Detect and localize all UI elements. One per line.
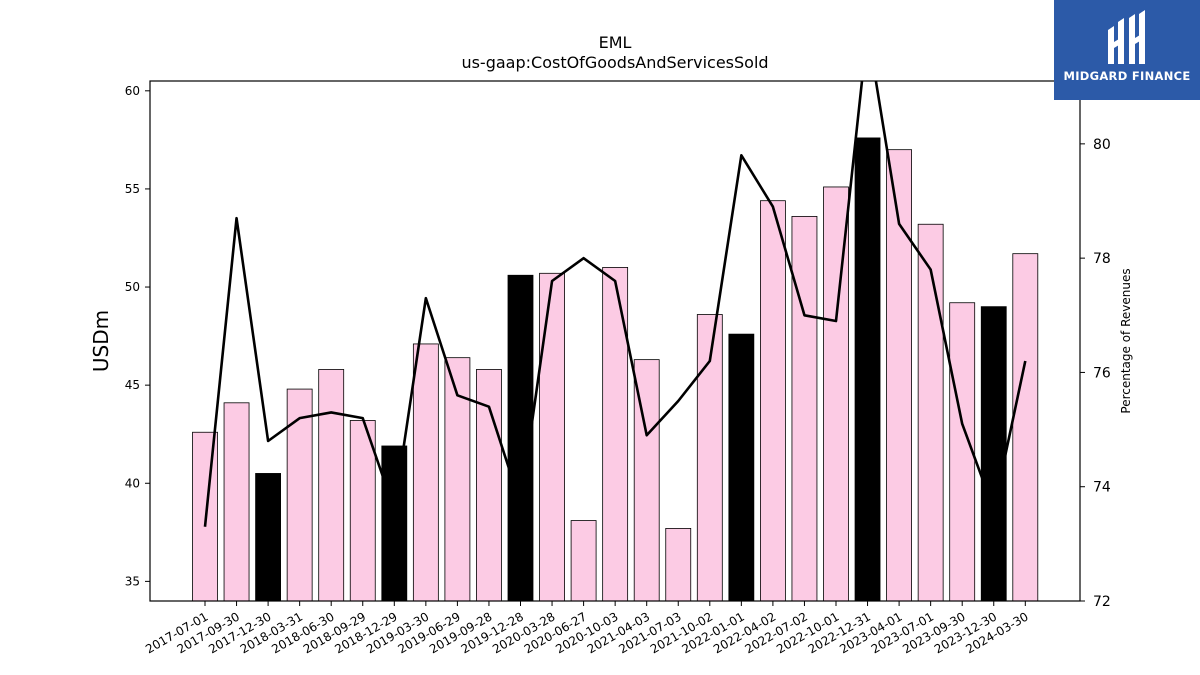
bar-2018-06-30 [318, 369, 345, 601]
y-tick-label: 40 [125, 476, 140, 490]
bar-2024-03-30 [1012, 253, 1039, 601]
bar-2022-07-02 [791, 215, 818, 601]
line-series [203, 81, 1027, 527]
y2-tick-label: 78 [1093, 251, 1111, 267]
brand-name: MIDGARD FINANCE [1063, 69, 1191, 83]
y2-tick-label: 74 [1093, 480, 1111, 496]
logo-mark-icon [1108, 10, 1145, 64]
bar-2022-12-31 [854, 137, 881, 601]
bar-2020-06-27 [570, 520, 597, 601]
bar-2023-12-30 [980, 306, 1007, 601]
y2-tick-label: 76 [1093, 365, 1111, 381]
y-tick-label: 45 [125, 378, 140, 392]
percentage-line [203, 81, 1027, 527]
bar-2017-09-30 [223, 402, 250, 601]
chart-title: EML [599, 33, 632, 52]
bar-2018-09-29 [349, 420, 376, 601]
y-axis-label: USDm [89, 310, 113, 372]
bar-series [192, 137, 1039, 601]
brand-logo: MIDGARD FINANCE [1054, 0, 1200, 100]
left-axis: 35 40 45 50 55 60 [125, 84, 150, 588]
y2-tick-label: 80 [1093, 137, 1111, 153]
y-tick-label: 35 [125, 574, 140, 588]
bar-2023-09-30 [949, 302, 976, 601]
bar-2018-03-31 [286, 388, 313, 601]
y2-tick-label: 72 [1093, 594, 1111, 610]
chart-subtitle: us-gaap:CostOfGoodsAndServicesSold [461, 53, 768, 72]
bar-2021-07-03 [665, 528, 692, 601]
bar-2019-03-30 [412, 343, 439, 601]
y-tick-label: 60 [125, 84, 140, 98]
bar-2020-03-28 [539, 272, 565, 601]
y-tick-label: 55 [125, 182, 140, 196]
bar-2017-12-30 [255, 473, 282, 601]
right-axis: 72 74 76 78 80 [1080, 137, 1111, 610]
x-axis: 2017-07-012017-09-302017-12-302018-03-31… [143, 601, 1031, 656]
y2-axis-label: Percentage of Revenues [1119, 268, 1133, 413]
y-tick-label: 50 [125, 280, 140, 294]
bar-2018-12-29 [381, 445, 408, 601]
bar-2023-07-01 [917, 223, 944, 601]
bar-2022-01-01 [728, 333, 755, 601]
bar-2022-04-02 [760, 200, 786, 601]
